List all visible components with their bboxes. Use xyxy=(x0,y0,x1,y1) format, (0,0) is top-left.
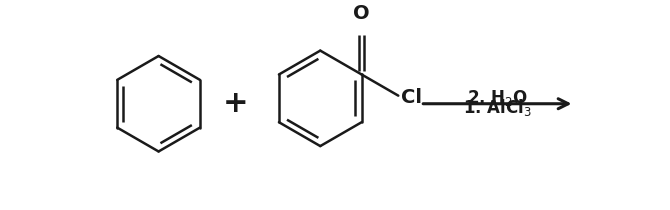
Text: O: O xyxy=(353,4,370,23)
Text: 2. H$_2$O: 2. H$_2$O xyxy=(467,88,528,108)
Text: 1. AlCl$_3$: 1. AlCl$_3$ xyxy=(463,97,532,118)
Text: Cl: Cl xyxy=(401,88,422,107)
Text: +: + xyxy=(222,89,249,118)
